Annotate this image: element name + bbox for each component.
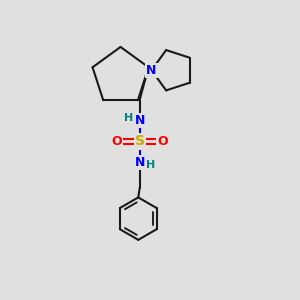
Text: N: N bbox=[134, 156, 145, 169]
Text: S: S bbox=[135, 134, 145, 148]
Text: H: H bbox=[124, 113, 133, 123]
Text: H: H bbox=[146, 160, 155, 170]
Text: O: O bbox=[111, 135, 122, 148]
Text: N: N bbox=[146, 64, 157, 77]
Text: N: N bbox=[134, 114, 145, 127]
Text: O: O bbox=[158, 135, 168, 148]
